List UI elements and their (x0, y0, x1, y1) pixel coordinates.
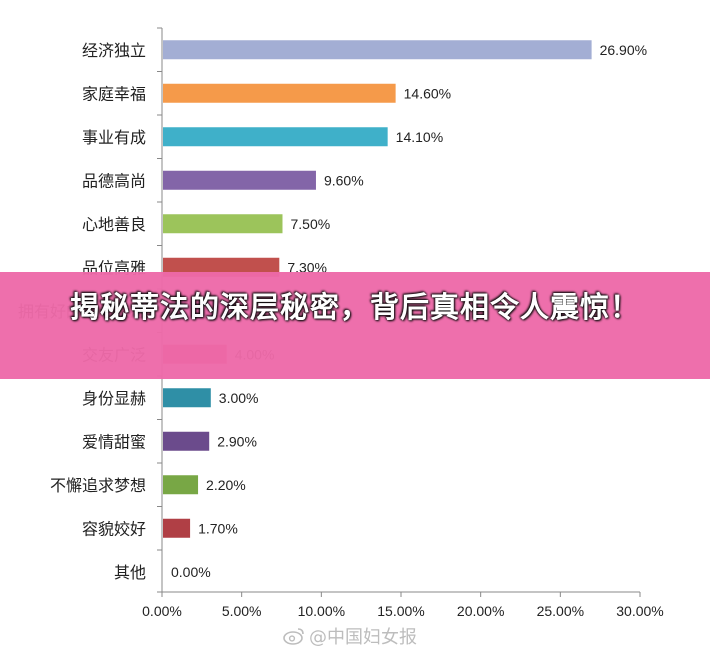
data-label: 2.20% (206, 477, 246, 493)
x-tick-label: 5.00% (222, 603, 262, 619)
x-tick-label: 30.00% (616, 603, 663, 619)
data-label: 0.00% (171, 564, 211, 580)
category-label: 事业有成 (82, 128, 146, 147)
bar (163, 83, 396, 103)
category-label: 爱情甜蜜 (82, 432, 146, 451)
x-tick-label: 10.00% (298, 603, 345, 619)
x-tick-label: 0.00% (142, 603, 182, 619)
weibo-icon (283, 628, 304, 645)
category-label: 品德高尚 (82, 171, 146, 190)
x-tick-label: 15.00% (377, 603, 424, 619)
bar (163, 431, 210, 451)
watermark: @中国妇女报 (283, 623, 417, 649)
x-tick-label: 20.00% (457, 603, 504, 619)
watermark-text: @中国妇女报 (309, 627, 417, 648)
data-label: 2.90% (217, 433, 257, 449)
headline-text: 揭秘蒂法的深层秘密，背后真相令人震惊！ (69, 290, 640, 324)
x-tick-label: 25.00% (537, 603, 584, 619)
bar (163, 40, 592, 60)
bar (163, 518, 191, 538)
data-label: 3.00% (219, 390, 259, 406)
headline-banner: 揭秘蒂法的深层秘密，背后真相令人震惊！ (0, 272, 710, 379)
data-label: 9.60% (324, 172, 364, 188)
bar (163, 127, 388, 147)
category-label: 容貌姣好 (82, 519, 146, 538)
category-label: 家庭幸福 (82, 84, 146, 103)
category-label: 其他 (114, 563, 146, 582)
category-label: 不懈追求梦想 (50, 476, 146, 495)
bar (163, 214, 283, 234)
category-label: 经济独立 (82, 41, 146, 60)
data-label: 26.90% (600, 42, 647, 58)
data-label: 7.50% (291, 216, 331, 232)
bar (163, 170, 316, 190)
data-label: 1.70% (198, 520, 238, 536)
bar (163, 475, 199, 495)
data-label: 14.60% (404, 85, 451, 101)
data-label: 14.10% (396, 129, 443, 145)
data-label: 7.30% (287, 259, 327, 275)
category-label: 身份显赫 (82, 389, 146, 408)
bar (163, 388, 211, 408)
category-label: 心地善良 (82, 215, 146, 234)
